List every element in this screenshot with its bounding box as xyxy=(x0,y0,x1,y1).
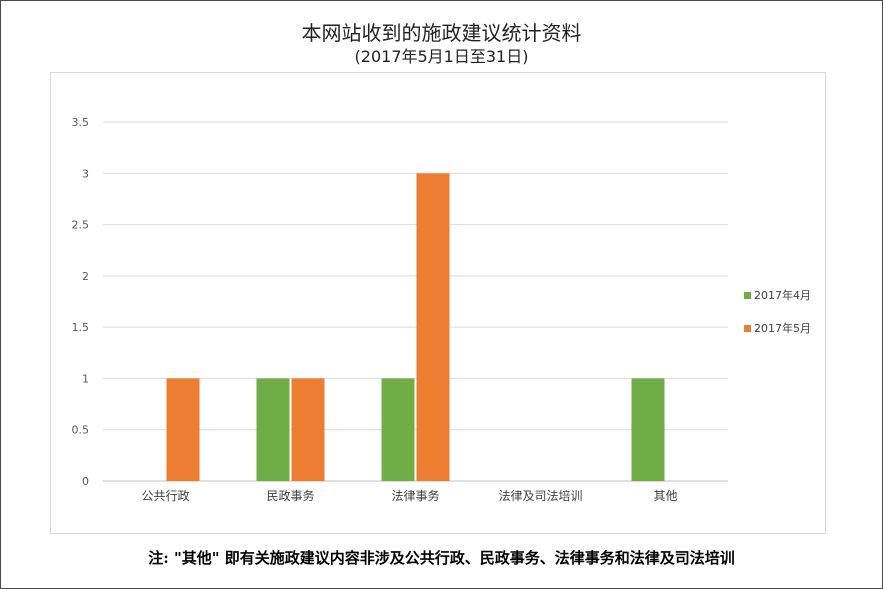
y-tick-label: 1 xyxy=(82,372,89,385)
bar-0-1 xyxy=(166,378,200,481)
legend-swatch-0 xyxy=(744,292,751,299)
y-tick-label: 3 xyxy=(82,167,89,180)
x-tick-label: 公共行政 xyxy=(141,489,189,503)
chart-subtitle: (2017年5月1日至31日) xyxy=(354,47,529,66)
y-tick-labels: 0 0.5 1 1.5 2 2.5 3 3.5 xyxy=(72,116,90,488)
plot-area-border xyxy=(50,72,826,534)
x-tick-labels: 公共行政 民政事务 法律事务 法律及司法培训 其他 xyxy=(141,488,677,503)
y-tick-label: 0 xyxy=(82,475,89,488)
y-tick-label: 2 xyxy=(82,270,89,283)
chart-title: 本网站收到的施政建议统计资料 xyxy=(301,21,582,45)
bar-2-1 xyxy=(416,173,450,482)
y-tick-label: 3.5 xyxy=(72,116,90,129)
x-tick-label: 法律事务 xyxy=(391,488,439,503)
y-tick-label: 1.5 xyxy=(72,321,90,334)
x-tick-label: 法律及司法培训 xyxy=(498,488,582,503)
bar-1-0 xyxy=(256,378,290,481)
bar-1-1 xyxy=(291,378,325,481)
bar-2-0 xyxy=(381,378,415,481)
footnote: 注: "其他" 即有关施政建议内容非涉及公共行政、民政事务、法律事务和法律及司法… xyxy=(148,549,735,567)
grid-lines xyxy=(103,121,728,482)
x-tick-label: 其他 xyxy=(653,489,677,503)
legend-label-1: 2017年5月 xyxy=(754,321,811,335)
bars xyxy=(166,173,665,482)
legend: 2017年4月 2017年5月 xyxy=(744,288,811,335)
x-tick-label: 民政事务 xyxy=(266,488,314,503)
bar-4-0 xyxy=(631,378,665,481)
legend-swatch-1 xyxy=(744,325,751,332)
y-tick-label: 0.5 xyxy=(72,424,90,437)
y-tick-label: 2.5 xyxy=(72,219,90,232)
legend-label-0: 2017年4月 xyxy=(754,288,811,302)
